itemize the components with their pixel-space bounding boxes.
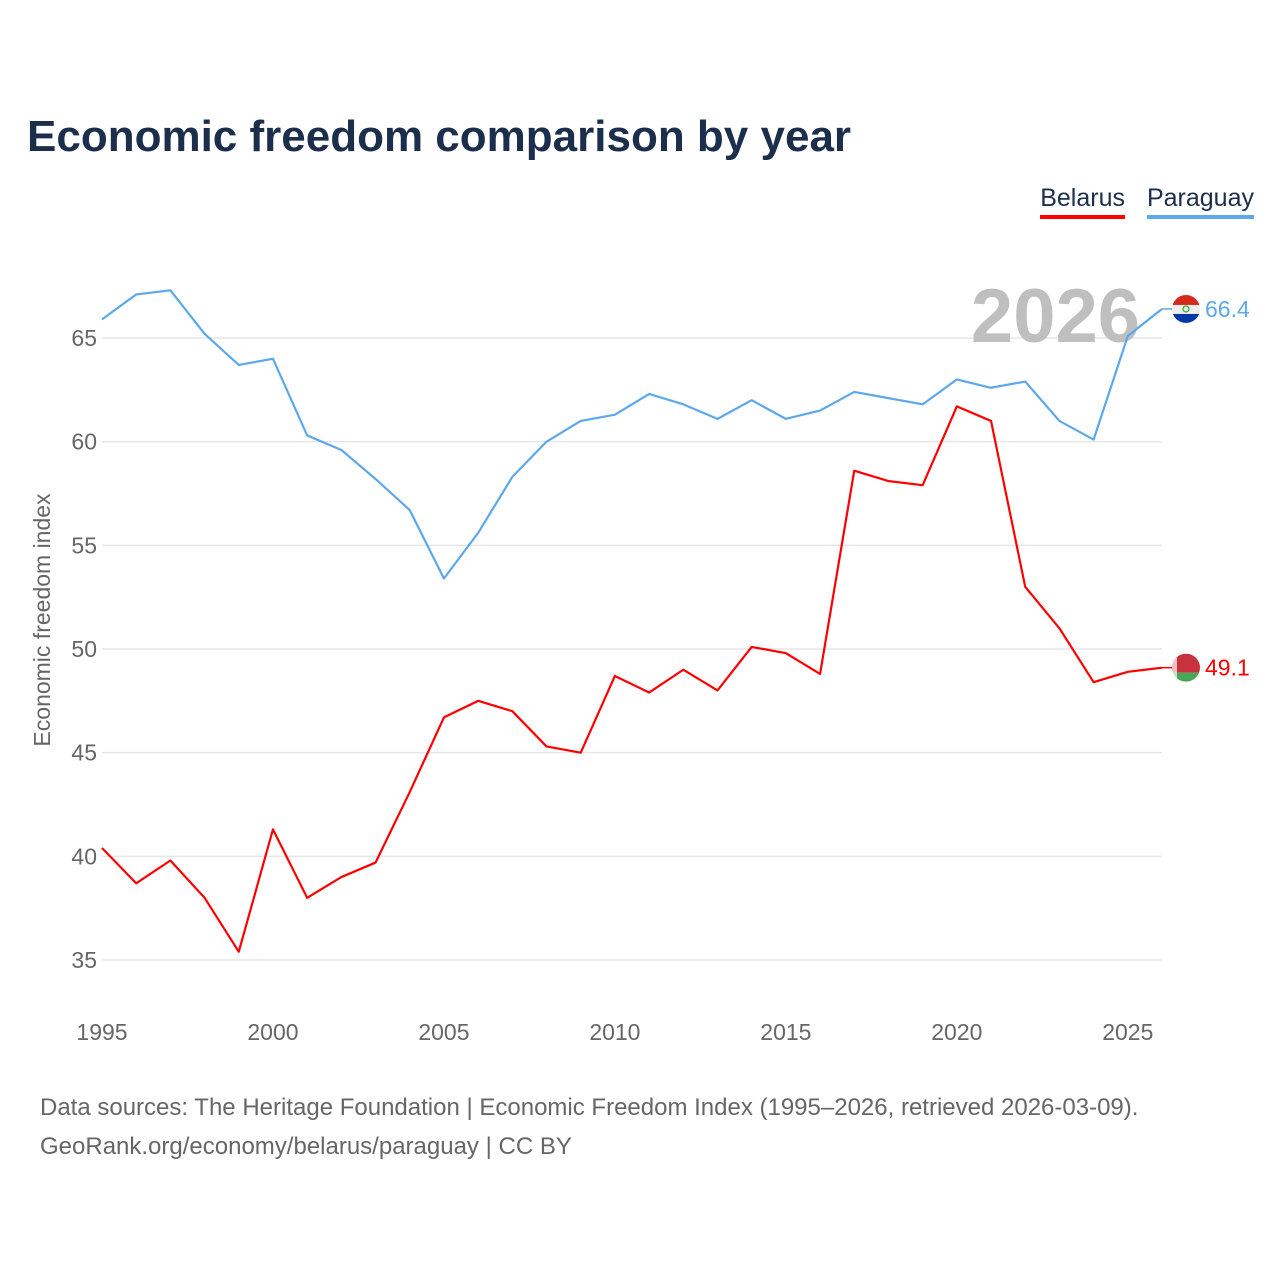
source-line-2[interactable]: GeoRank.org/economy/belarus/paraguay | C… xyxy=(40,1133,572,1160)
source-line-1: Data sources: The Heritage Foundation | … xyxy=(40,1094,1139,1121)
end-value-label-belarus: 49.1 xyxy=(1205,655,1250,681)
series-line-paraguay xyxy=(101,289,1163,580)
flag-emblem xyxy=(1182,305,1190,313)
flag-stripe xyxy=(1172,304,1200,314)
y-tick-label: 40 xyxy=(71,843,97,869)
y-tick-label: 45 xyxy=(71,740,97,766)
flag-ornament xyxy=(1172,653,1177,682)
y-tick-label: 35 xyxy=(71,947,97,973)
end-value-label-paraguay: 66.4 xyxy=(1205,296,1250,322)
legend-belarus[interactable]: Belarus xyxy=(1040,184,1125,219)
flag-stripe xyxy=(1172,653,1200,673)
legend: Belarus Paraguay xyxy=(1040,184,1254,219)
paraguay-flag-icon xyxy=(1172,294,1200,323)
x-tick-label: 2025 xyxy=(1102,1019,1153,1045)
y-axis-label: Economic freedom index xyxy=(29,493,55,747)
y-tick-label: 60 xyxy=(71,429,97,455)
legend-paraguay[interactable]: Paraguay xyxy=(1146,184,1254,219)
x-tick-label: 2005 xyxy=(418,1019,469,1045)
y-tick-label: 65 xyxy=(71,325,97,351)
flag-stripe xyxy=(1172,294,1200,305)
x-tick-label: 2000 xyxy=(247,1019,298,1045)
flag-body xyxy=(1172,294,1200,323)
year-watermark: 2026 xyxy=(971,274,1140,359)
y-tick-label: 50 xyxy=(71,636,97,662)
x-tick-label: 2015 xyxy=(760,1019,811,1045)
x-tick-label: 1995 xyxy=(76,1019,127,1045)
x-tick-label: 2010 xyxy=(589,1019,640,1045)
flag-stripe xyxy=(1172,313,1200,323)
series-line-belarus xyxy=(101,405,1163,953)
x-tick-label: 2020 xyxy=(931,1019,982,1045)
flag-stripe xyxy=(1172,672,1200,682)
belarus-flag-icon xyxy=(1172,653,1200,682)
source-note: Data sources: The Heritage Foundation | … xyxy=(40,1088,1138,1166)
y-tick-label: 55 xyxy=(71,532,97,558)
flag-body xyxy=(1172,653,1200,682)
chart-title: Economic freedom comparison by year xyxy=(27,112,852,161)
